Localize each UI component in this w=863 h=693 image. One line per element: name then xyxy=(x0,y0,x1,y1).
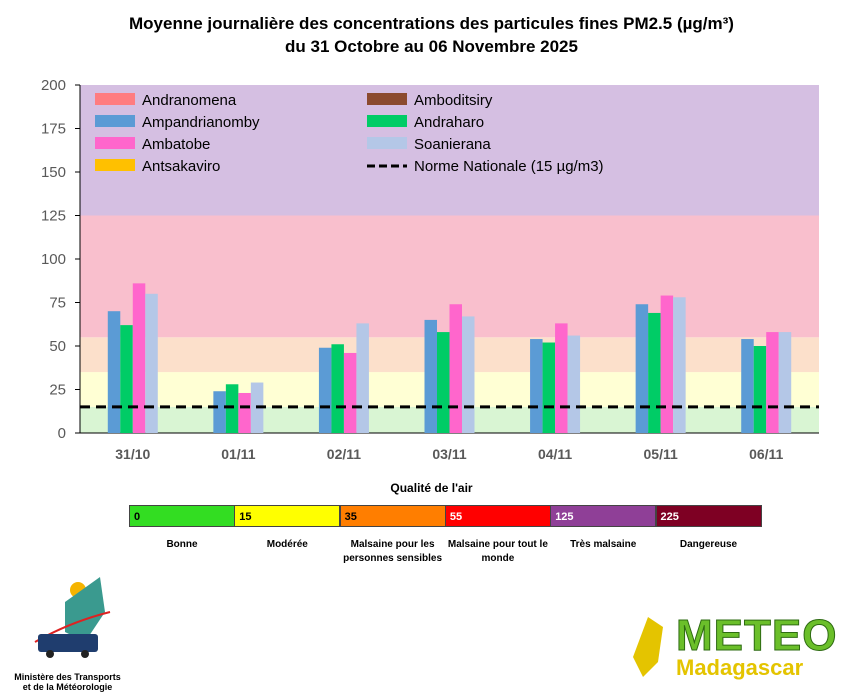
bar-ambatobe xyxy=(766,332,779,433)
bar-ambatobe xyxy=(660,295,674,433)
bar-soanierana xyxy=(673,297,686,433)
bar-andraharo xyxy=(437,332,450,433)
x-tick-label: 02/11 xyxy=(327,446,361,462)
y-tick-label: 0 xyxy=(58,425,66,442)
legend-label: Soanierana xyxy=(414,136,491,153)
y-tick-label: 100 xyxy=(41,251,66,268)
legend-swatch xyxy=(367,93,407,105)
legend-label: Antsakaviro xyxy=(142,158,220,175)
legend-swatch xyxy=(95,137,135,149)
bar-andraharo xyxy=(542,342,556,433)
bar-andraharo xyxy=(753,346,767,433)
bar-soanierana xyxy=(567,335,581,433)
ministry-name: Ministère des Transports et de la Météor… xyxy=(14,672,121,692)
legend-label: Andranomena xyxy=(142,92,237,109)
bar-andraharo xyxy=(648,312,661,433)
air-quality-label: Malsaine pour les personnes sensibles xyxy=(343,539,443,564)
legend-label: Andraharo xyxy=(414,114,484,131)
bar-ambatobe xyxy=(449,304,462,433)
air-quality-label: Dangereuse xyxy=(679,539,738,550)
air-quality-level: 15 xyxy=(234,505,341,527)
air-quality-level: 35 xyxy=(339,505,446,527)
y-tick-label: 150 xyxy=(41,164,66,181)
chart-title: Moyenne journalière des concentrations d… xyxy=(129,14,734,33)
ministry-logo: Ministère des Transports et de la Météor… xyxy=(10,572,125,692)
bar-ampandrianomby xyxy=(635,304,649,433)
x-tick-label: 06/11 xyxy=(749,446,783,462)
meteo-madagascar-logo: METEO Madagascar xyxy=(618,612,838,682)
bar-ambatobe xyxy=(343,352,357,433)
legend-swatch xyxy=(95,159,135,171)
bar-ampandrianomby xyxy=(530,339,543,433)
pm25-bar-chart: 0 25 50 75 100 125 150 175 200 31/10 01/11 02/11 03/… xyxy=(41,77,819,462)
bar-ambatobe xyxy=(132,283,146,433)
bar-ambatobe xyxy=(555,323,568,433)
y-tick-label: 50 xyxy=(49,338,66,355)
x-tick-label: 03/11 xyxy=(432,446,466,462)
air-quality-title: Qualité de l'air xyxy=(390,481,473,495)
bar-soanierana xyxy=(778,332,792,433)
x-tick-label: 05/11 xyxy=(644,446,678,462)
bar-ambatobe xyxy=(238,392,251,433)
y-tick-label: 175 xyxy=(41,121,66,138)
legend-label: Amboditsiry xyxy=(414,92,493,109)
bar-soanierana xyxy=(356,323,369,433)
legend-swatch xyxy=(367,115,407,127)
chart-subtitle: du 31 Octobre au 06 Novembre 2025 xyxy=(285,37,578,56)
bar-andraharo xyxy=(225,384,239,433)
legend-label: Norme Nationale (15 µg/m3) xyxy=(414,158,604,175)
air-quality-level: 55 xyxy=(444,505,551,527)
bar-soanierana xyxy=(462,316,475,433)
madagascar-text: Madagascar xyxy=(676,655,804,680)
air-quality-label: Malsaine pour tout le monde xyxy=(447,539,548,564)
x-tick-label: 31/10 xyxy=(115,446,150,462)
bar-andraharo xyxy=(331,344,344,433)
legend-label: Ambatobe xyxy=(142,136,210,153)
background-band xyxy=(80,85,819,216)
legend-swatch xyxy=(95,93,135,105)
y-tick-label: 200 xyxy=(41,77,66,94)
bar-ampandrianomby xyxy=(213,391,226,433)
bar-ampandrianomby xyxy=(318,347,332,433)
y-tick-label: 75 xyxy=(49,295,66,312)
air-quality-level: 0 xyxy=(129,505,235,527)
air-quality-label: Modérée xyxy=(266,539,308,550)
y-tick-label: 125 xyxy=(41,208,66,225)
air-quality-level: 225 xyxy=(655,505,762,527)
y-tick-label: 25 xyxy=(49,382,66,399)
air-quality-level: 125 xyxy=(550,505,657,527)
legend-label: Ampandrianomby xyxy=(142,114,260,131)
bar-ampandrianomby xyxy=(107,311,121,433)
bar-ampandrianomby xyxy=(741,339,754,433)
x-tick-label: 01/11 xyxy=(221,446,255,462)
air-quality-label: Bonne xyxy=(166,539,198,550)
bar-soanierana xyxy=(145,293,158,433)
legend-swatch xyxy=(95,115,135,127)
legend-swatch xyxy=(367,137,407,149)
x-tick-label: 04/11 xyxy=(538,446,572,462)
air-quality-label: Très malsaine xyxy=(570,539,637,550)
bar-ampandrianomby xyxy=(424,319,437,433)
meteo-text: METEO xyxy=(675,611,838,660)
bar-andraharo xyxy=(120,325,133,433)
